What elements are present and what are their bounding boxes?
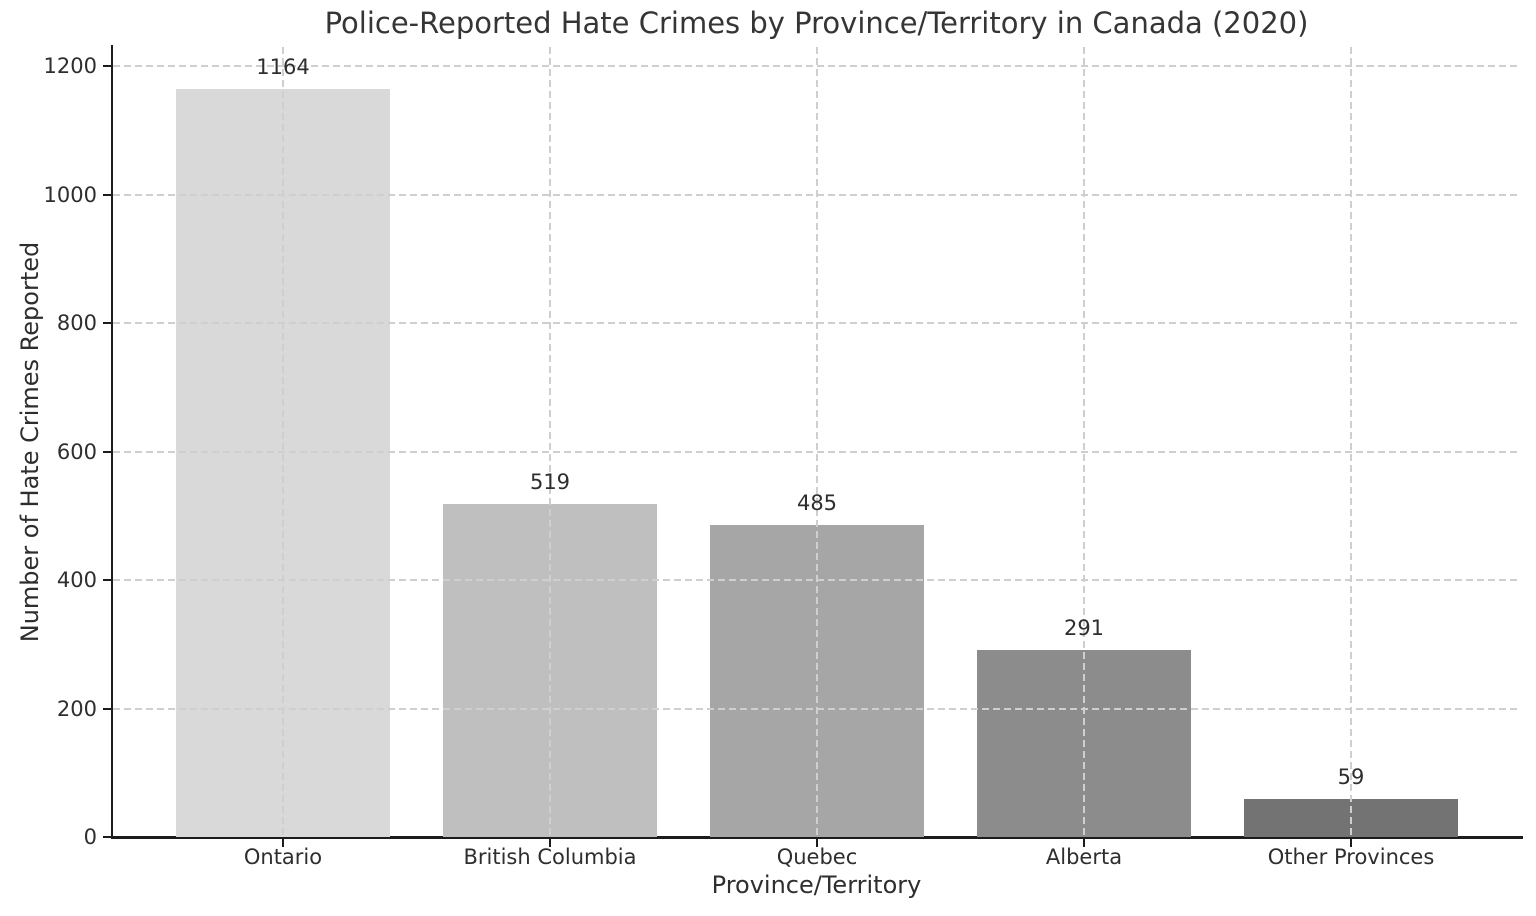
gridline-horizontal-400 <box>113 579 1520 582</box>
x-axis-spine <box>111 836 1523 839</box>
y-tick-800 <box>103 322 112 325</box>
gridline-horizontal-800 <box>113 322 1520 325</box>
gridline-vertical-quebec <box>816 47 818 837</box>
y-tick-label-0: 0 <box>83 825 97 849</box>
value-label-quebec: 485 <box>796 491 838 516</box>
y-tick-0 <box>103 836 112 838</box>
y-tick-label-1000: 1000 <box>43 182 97 207</box>
x-tick-label-alberta: Alberta <box>1045 845 1123 869</box>
x-tick-label-british-columbia: British Columbia <box>463 845 637 869</box>
gridline-vertical-british-columbia <box>549 47 551 837</box>
y-tick-label-800: 800 <box>56 311 97 336</box>
value-label-other-provinces: 59 <box>1337 765 1365 790</box>
value-label-ontario: 1164 <box>256 55 310 80</box>
gridline-vertical-alberta <box>1083 47 1085 837</box>
y-axis-spine <box>111 45 113 839</box>
y-tick-1000 <box>103 193 112 196</box>
gridline-horizontal-1200 <box>113 65 1520 68</box>
y-tick-label-600: 600 <box>56 439 97 464</box>
y-tick-label-400: 400 <box>56 568 97 593</box>
x-axis-label: Province/Territory <box>711 871 922 899</box>
x-tick-quebec <box>816 839 818 847</box>
x-tick-label-other-provinces: Other Provinces <box>1267 845 1435 869</box>
gridline-vertical-ontario <box>282 47 284 837</box>
value-label-alberta: 291 <box>1063 616 1105 641</box>
y-tick-label-200: 200 <box>56 696 97 721</box>
x-tick-other-provinces <box>1350 839 1352 847</box>
y-tick-label-1200: 1200 <box>43 54 97 79</box>
chart-title: Police-Reported Hate Crimes by Province/… <box>324 6 1309 40</box>
gridline-horizontal-1000 <box>113 193 1520 196</box>
x-tick-alberta <box>1083 839 1085 847</box>
y-tick-1200 <box>103 65 112 68</box>
x-tick-british-columbia <box>549 839 551 847</box>
y-tick-400 <box>103 579 112 582</box>
plot-area: 1164 519 485 291 59 <box>113 47 1520 837</box>
gridline-vertical-other-provinces <box>1350 47 1352 837</box>
x-tick-label-ontario: Ontario <box>243 845 323 869</box>
x-tick-label-quebec: Quebec <box>776 845 858 869</box>
x-tick-ontario <box>282 839 284 847</box>
gridline-horizontal-600 <box>113 450 1520 453</box>
value-label-british-columbia: 519 <box>529 469 571 494</box>
y-tick-600 <box>103 450 112 453</box>
y-tick-200 <box>103 707 112 710</box>
gridline-horizontal-200 <box>113 707 1520 710</box>
